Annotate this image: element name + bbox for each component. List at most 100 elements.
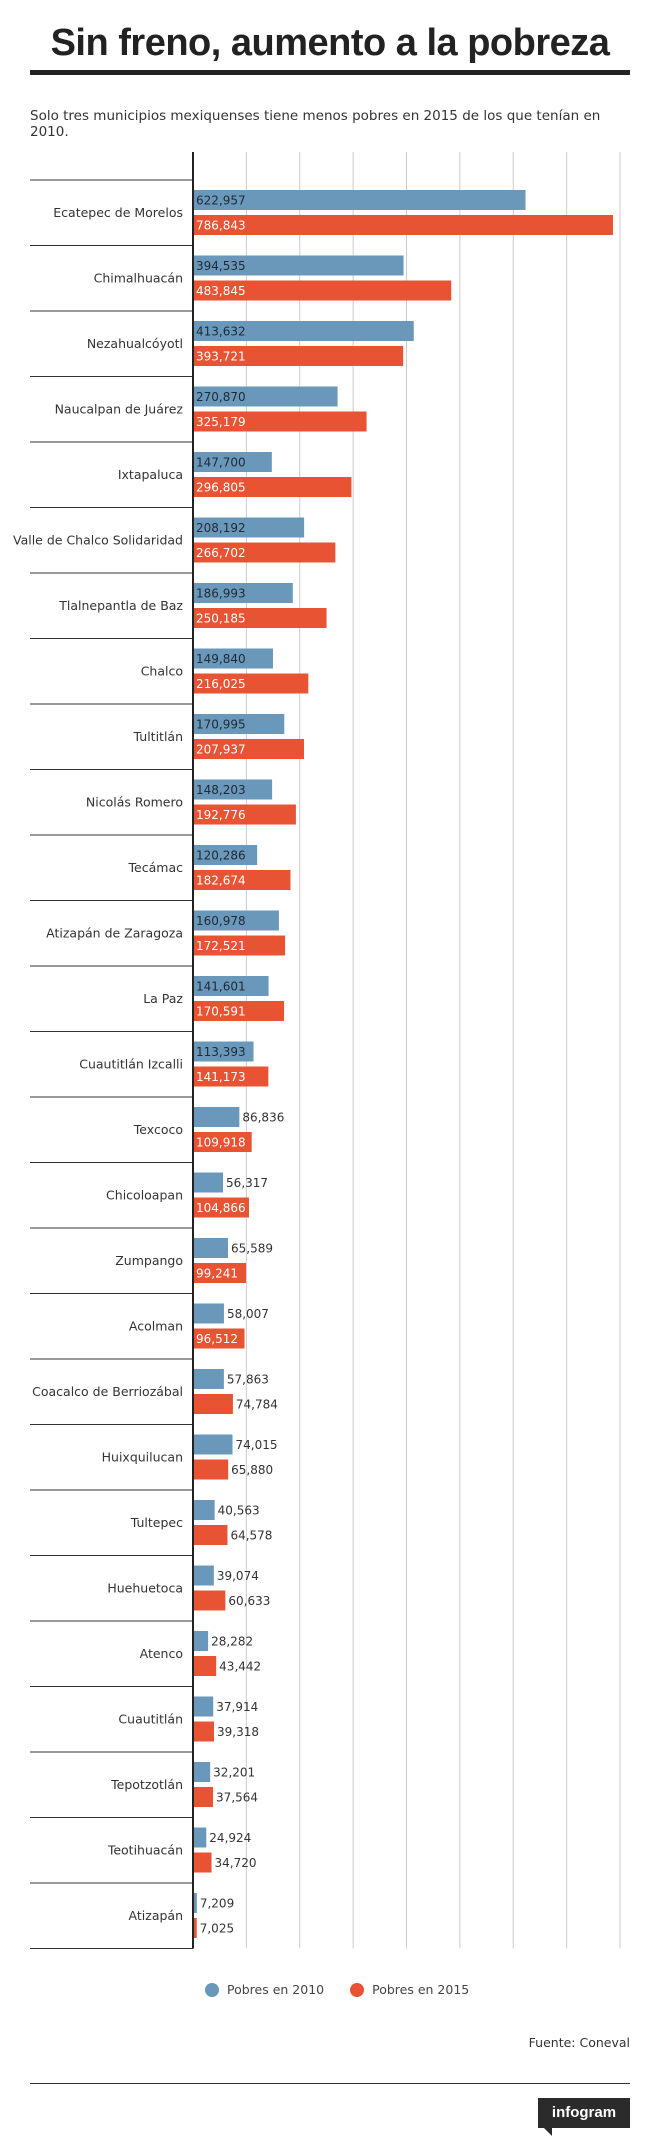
category-label: Huixquilucan: [102, 1449, 183, 1464]
data-label-2015: 99,241: [196, 1267, 238, 1281]
category-label: Atenco: [140, 1646, 183, 1661]
data-label-2015: 65,880: [231, 1463, 273, 1477]
data-label-2010: 24,924: [209, 1831, 251, 1845]
data-label-2010: 160,978: [196, 914, 246, 928]
bar-2015: [193, 215, 613, 235]
bar-2010: [193, 1827, 207, 1848]
bar-chart: Ecatepec de Morelos 622,957 786,843 Chimalh…: [13, 152, 621, 1949]
bar-2015: [193, 1328, 245, 1349]
data-label-2015: 170,591: [196, 1005, 246, 1019]
bar-2015: [193, 1852, 212, 1873]
bar-2010: [193, 1762, 211, 1782]
data-label-2015: 39,318: [217, 1725, 259, 1739]
bar-2010: [193, 321, 414, 341]
data-label-2010: 57,863: [227, 1373, 269, 1387]
category-label: Acolman: [129, 1318, 183, 1333]
category-label: Teotihuacán: [107, 1842, 183, 1857]
bar-2010: [193, 1238, 229, 1258]
legend-item-2010[interactable]: Pobres en 2010: [205, 1982, 324, 1997]
category-label: Tlalnepantla de Baz: [58, 598, 183, 613]
data-label-2015: 37,564: [216, 1791, 258, 1805]
data-label-2015: 104,866: [196, 1201, 246, 1215]
bar-2010: [193, 714, 285, 734]
legend-label-2010: Pobres en 2010: [227, 1982, 325, 1997]
bar-2010: [193, 255, 404, 276]
data-label-2015: 64,578: [230, 1529, 272, 1543]
data-label-2010: 40,563: [218, 1504, 260, 1518]
legend-item-2015[interactable]: Pobres en 2015: [350, 1982, 469, 1997]
infogram-logo[interactable]: infogram: [538, 2098, 630, 2128]
logo-tail: [542, 2126, 552, 2136]
data-label-2010: 270,870: [196, 390, 246, 404]
bar-2010: [193, 1434, 233, 1455]
category-label: Naucalpan de Juárez: [55, 401, 184, 416]
data-label-2015: 483,845: [196, 284, 246, 298]
bar-2015: [193, 1525, 228, 1545]
legend-swatch-2015: [350, 1982, 365, 1997]
bar-2015: [193, 1197, 249, 1218]
category-label: Ixtapaluca: [118, 467, 183, 482]
bar-2010: [193, 1303, 224, 1324]
data-label-2010: 186,993: [196, 587, 246, 601]
category-label: Chimalhuacán: [94, 270, 183, 285]
bar-2010: [193, 1107, 240, 1127]
data-label-2010: 74,015: [236, 1438, 278, 1452]
bar-2015: [193, 1656, 217, 1676]
data-label-2010: 32,201: [213, 1766, 255, 1780]
bar-2015: [193, 280, 452, 301]
bar-2015: [193, 1132, 252, 1152]
category-label: Tultepec: [130, 1515, 183, 1530]
category-label: Chalco: [141, 663, 183, 678]
bar-2010: [193, 976, 269, 996]
data-label-2015: 296,805: [196, 481, 246, 495]
bar-2010: [193, 583, 293, 603]
category-label: La Paz: [143, 991, 183, 1006]
bar-2015: [193, 935, 286, 956]
category-label: Zumpango: [115, 1253, 183, 1268]
bar-2015: [193, 542, 336, 563]
chart-subtitle: Solo tres municipios mexiquenses tiene m…: [30, 108, 601, 140]
bar-2015: [193, 673, 309, 694]
bar-2010: [193, 1369, 224, 1389]
data-label-2010: 113,393: [196, 1045, 246, 1059]
category-label: Tepotzotlán: [110, 1777, 183, 1792]
data-label-2010: 148,203: [196, 783, 246, 797]
bar-2010: [193, 1041, 254, 1062]
data-label-2010: 65,589: [231, 1242, 273, 1256]
data-label-2010: 37,914: [216, 1700, 258, 1714]
data-label-2015: 109,918: [196, 1136, 246, 1150]
category-label: Chicoloapan: [106, 1187, 183, 1202]
data-label-2015: 74,784: [236, 1398, 278, 1412]
bar-2010: [193, 1500, 215, 1520]
bar-2015: [193, 608, 327, 628]
bar-2010: [193, 779, 273, 800]
data-label-2010: 413,632: [196, 325, 246, 339]
bar-2015: [193, 1066, 269, 1087]
bar-2015: [193, 1001, 285, 1021]
category-label: Tultitlán: [133, 729, 183, 744]
bar-2015: [193, 804, 296, 825]
data-label-2010: 86,836: [242, 1111, 284, 1125]
title-underline: [30, 70, 630, 75]
bar-2010: [193, 1631, 209, 1651]
data-label-2015: 250,185: [196, 612, 246, 626]
category-label: Cuautitlán: [118, 1711, 183, 1726]
bar-2010: [193, 1893, 197, 1913]
data-label-2015: 141,173: [196, 1070, 246, 1084]
bar-2015: [193, 1590, 226, 1611]
category-label: Tecámac: [128, 860, 184, 875]
bar-2015: [193, 739, 304, 759]
category-label: Atizapán: [129, 1908, 183, 1923]
bar-2010: [193, 1172, 224, 1193]
data-label-2015: 393,721: [196, 350, 246, 364]
data-label-2015: 325,179: [196, 415, 246, 429]
bar-2015: [193, 1263, 246, 1283]
bar-2015: [193, 1918, 197, 1938]
data-label-2010: 120,286: [196, 849, 246, 863]
bar-2010: [193, 1696, 214, 1717]
footer-rule: [30, 2083, 630, 2084]
category-label: Cuautitlán Izcalli: [79, 1056, 183, 1071]
data-label-2015: 182,674: [196, 874, 246, 888]
data-label-2010: 208,192: [196, 521, 246, 535]
category-label: Ecatepec de Morelos: [53, 205, 183, 220]
